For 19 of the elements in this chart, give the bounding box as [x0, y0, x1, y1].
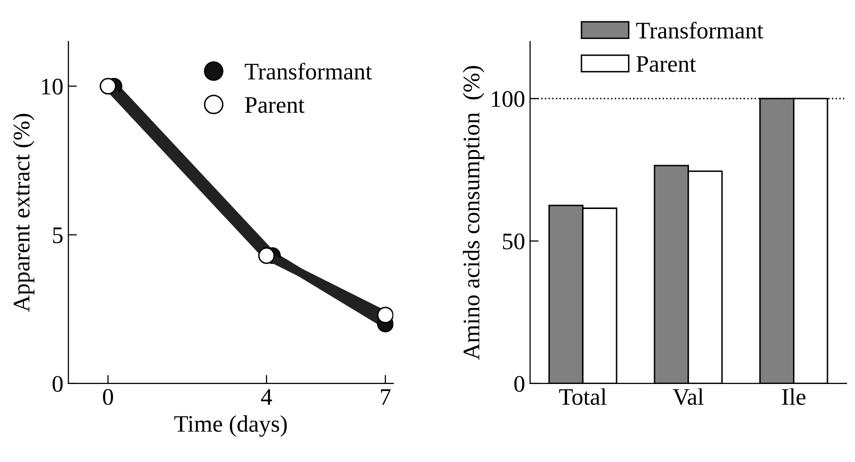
- x-tick-label: 4: [261, 389, 272, 405]
- y-tick-label: 100: [492, 91, 524, 107]
- x-tick-label: 7: [381, 389, 391, 405]
- y-tick-label: 10: [42, 78, 63, 95]
- y-tick-label: 5: [53, 228, 63, 244]
- y-axis-title: Amino acids consumption (%): [462, 66, 484, 360]
- x-tick-label: Total: [559, 388, 606, 405]
- y-axis-title: Apparent extract (%): [12, 114, 34, 312]
- legend-label: Transformant: [636, 22, 764, 39]
- legend-label: Transformant: [244, 62, 372, 80]
- x-tick-label: Val: [672, 388, 704, 406]
- x-tick-label: Ile: [782, 388, 806, 405]
- legend-label: Parent: [636, 56, 696, 72]
- y-tick-label: 50: [503, 234, 524, 250]
- legend-label: Parent: [245, 97, 305, 113]
- y-tick-label: 0: [52, 376, 63, 392]
- x-tick-label: 0: [103, 389, 114, 405]
- y-tick-label: 0: [514, 376, 524, 392]
- x-axis-title: Time (days): [174, 415, 287, 437]
